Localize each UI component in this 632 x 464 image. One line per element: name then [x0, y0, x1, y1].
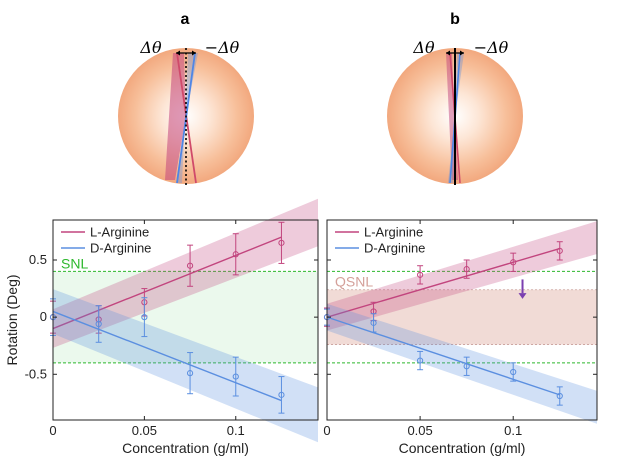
plot-frame [52, 219, 319, 421]
d-arginine-data-point [186, 370, 194, 377]
d-arginine-data-point [95, 320, 102, 328]
panel-a-diagram: a Δθ −Δθ [118, 11, 254, 185]
legend-label: L-Arginine [90, 225, 149, 240]
panel-a-delta-right: −Δθ [205, 38, 240, 57]
qsnl-region [327, 289, 597, 345]
x-axis-label: Concentration (g/ml) [399, 440, 526, 456]
l-arginine-data-point [417, 271, 424, 278]
l-arginine-data-point [232, 251, 239, 258]
d-arginine-data-point [556, 392, 563, 400]
d-arginine-fit-line [326, 316, 560, 396]
panel-b-arrowheads [446, 50, 464, 56]
chart-panel-b: QSNL 0 0.05 0.1 Concentration (g/ml) L-Argini… [323, 219, 598, 456]
y-tick-label: 0 [40, 309, 47, 324]
panel-b-delta-right: −Δθ [474, 38, 509, 57]
d-arginine-confidence-band [327, 303, 597, 424]
l-arginine-data-point [463, 266, 470, 273]
l-arginine-data-point [556, 247, 563, 254]
y-tick-label: 0.5 [29, 252, 47, 267]
y-tick-label: -0.5 [25, 366, 47, 381]
panel-b-diagram: b Δθ −Δθ [387, 11, 523, 185]
panel-a-arrowheads [176, 50, 196, 56]
d-arginine-fit-line [52, 310, 282, 402]
snl-label: SNL [61, 255, 88, 271]
d-arginine-data-point [463, 363, 470, 370]
chart-panel-a: SNL 0 0.05 0.1 -0.5 0 0.5 Concentration (g/ml) R… [4, 198, 319, 456]
y-axis-label: Rotation (Deg) [4, 274, 20, 365]
l-arginine-fit-line [326, 247, 560, 318]
l-arginine-data-point [510, 259, 517, 266]
x-axis-label: Concentration (g/ml) [122, 440, 249, 456]
x-tick-label: 0.1 [227, 423, 245, 438]
l-arginine-confidence-band [53, 198, 318, 348]
panel-b-label: b [450, 11, 460, 28]
l-arginine-fit-line [52, 236, 282, 330]
panel-a-delta-left: Δθ [139, 38, 162, 57]
l-arginine-data-point [278, 239, 285, 246]
d-arginine-confidence-band [53, 289, 318, 443]
l-arginine-data-point [186, 262, 194, 269]
qsnl-label: QSNL [335, 274, 373, 290]
x-tick-label: 0 [323, 423, 330, 438]
x-tick-label: 0.05 [407, 423, 432, 438]
panel-a-label: a [181, 11, 190, 28]
x-tick-label: 0.05 [132, 423, 157, 438]
x-tick-label: 0 [49, 423, 56, 438]
d-arginine-data-point [417, 357, 424, 364]
l-arginine-confidence-band [327, 221, 597, 331]
legend-label: D-Arginine [90, 241, 151, 256]
legend-label: L-Arginine [364, 225, 423, 240]
arrow-head [518, 293, 527, 299]
d-arginine-data-point [232, 373, 239, 380]
d-arginine-data-point [510, 368, 517, 376]
plot-frame [326, 219, 598, 421]
charts-group: SNL 0 0.05 0.1 -0.5 0 0.5 Concentration (g/ml) R… [4, 198, 598, 456]
x-tick-label: 0.1 [504, 423, 522, 438]
d-arginine-data-point [141, 314, 148, 321]
d-arginine-data-point [278, 391, 285, 398]
d-arginine-data-point [370, 319, 377, 326]
panel-b-delta-left: Δθ [412, 38, 435, 57]
panel-a-d-line [176, 52, 196, 184]
legend-label: D-Arginine [364, 241, 425, 256]
